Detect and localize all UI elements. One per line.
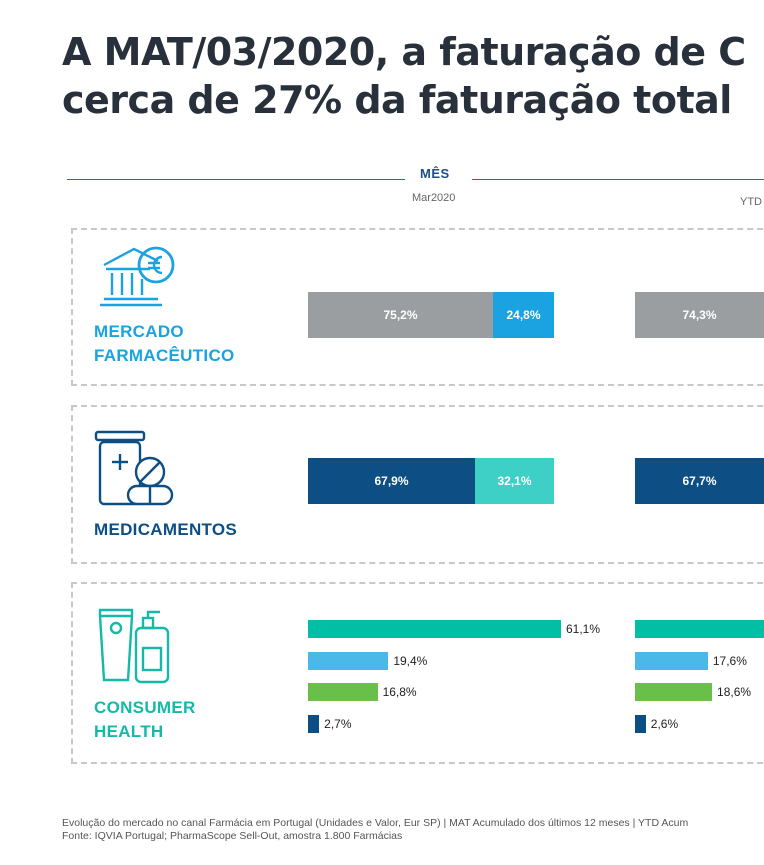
bar-segment: 67,9% — [308, 458, 476, 504]
footer: Evolução do mercado no canal Farmácia em… — [62, 817, 688, 843]
data-label: 74,3% — [682, 308, 717, 322]
bank-euro-icon — [100, 246, 175, 307]
data-label: 32,1% — [497, 474, 532, 488]
hbar — [308, 620, 561, 638]
medicine-pills-icon — [94, 430, 174, 506]
month-header-line-right — [472, 179, 764, 180]
data-label: 17,6% — [712, 654, 747, 668]
footer-source: Fonte: IQVIA Portugal; PharmaScope Sell-… — [62, 830, 403, 842]
panel-label-market-line1: MERCADO — [94, 322, 184, 341]
panel-label-medicines: MEDICAMENTOS — [94, 518, 237, 542]
data-label: 67,7% — [682, 474, 717, 488]
title-line-1: A MAT/03/2020, a faturação de C — [62, 30, 746, 74]
hbar — [635, 620, 764, 638]
data-label: 2,6% — [650, 717, 679, 731]
panel-label-consumer-line2: HEALTH — [94, 722, 164, 741]
hbar — [635, 683, 713, 701]
month-header-line-left — [67, 179, 405, 180]
data-label: 2,7% — [324, 717, 352, 731]
hbar — [308, 652, 389, 670]
data-label: 75,2% — [383, 308, 418, 322]
hbar — [635, 715, 646, 733]
bar-segment: 75,2% — [308, 292, 493, 338]
panel-medicines — [71, 405, 764, 564]
month-column-header: MÊS — [420, 166, 450, 181]
panel-label-market: MERCADO FARMACÊUTICO — [94, 320, 235, 368]
cosmetic-bottles-icon — [98, 608, 170, 684]
bar-segment: 32,1% — [475, 458, 554, 504]
data-label: 19,4% — [393, 654, 428, 668]
bar-segment: 74,3% — [635, 292, 764, 338]
ytd-column-period: YTD — [740, 196, 762, 208]
panel-label-consumer: CONSUMER HEALTH — [94, 696, 196, 744]
data-label: 61,1% — [566, 622, 601, 636]
month-column-period: Mar2020 — [412, 192, 456, 204]
footer-note: Evolução do mercado no canal Farmácia em… — [62, 817, 689, 829]
hbar — [635, 652, 708, 670]
hbar — [308, 715, 320, 733]
hbar — [308, 683, 378, 701]
panel-label-consumer-line1: CONSUMER — [94, 698, 196, 717]
page-title: A MAT/03/2020, a faturação de C cerca de… — [62, 28, 764, 124]
data-label: 24,8% — [506, 308, 541, 322]
bar-segment: 67,7% — [635, 458, 764, 504]
title-line-2: cerca de 27% da faturação total — [62, 78, 732, 122]
data-label: 16,8% — [382, 685, 417, 699]
data-label: 18,6% — [717, 685, 752, 699]
panel-market — [71, 228, 764, 386]
panel-consumer — [71, 582, 764, 764]
panel-label-market-line2: FARMACÊUTICO — [94, 346, 235, 365]
panel-label-medicines-line1: MEDICAMENTOS — [94, 520, 238, 539]
bar-segment: 24,8% — [492, 292, 554, 338]
data-label: 67,9% — [374, 474, 409, 488]
